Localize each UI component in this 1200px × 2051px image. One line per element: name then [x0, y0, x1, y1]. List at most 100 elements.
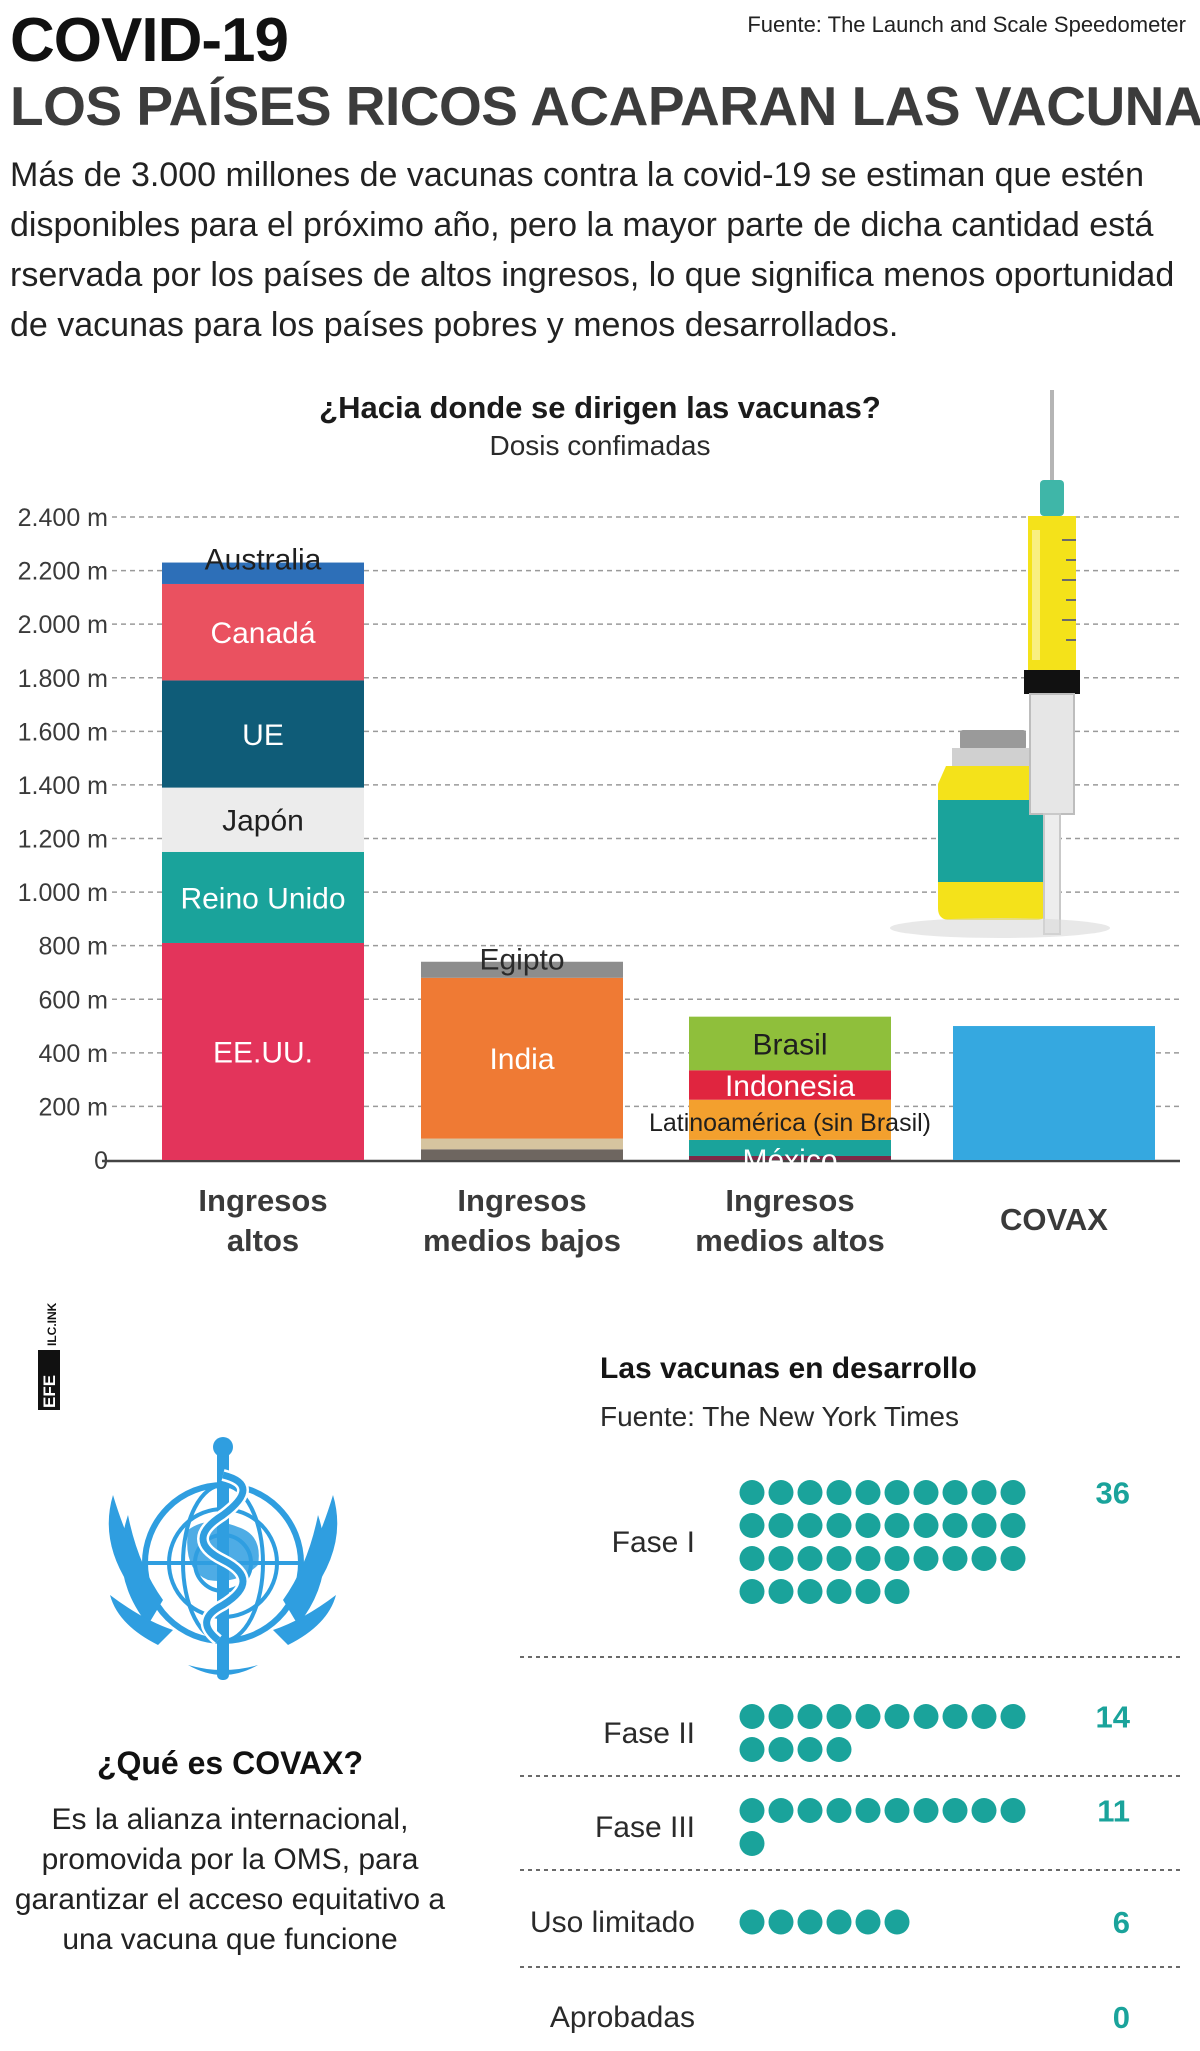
segment-label: India — [489, 1043, 554, 1076]
bar-segment — [162, 942, 364, 1160]
x-tick-label: Ingresos — [198, 1183, 327, 1218]
vaccine-dot — [768, 1798, 794, 1823]
vaccine-dot — [884, 1909, 910, 1935]
segment-label: Indonesia — [725, 1070, 855, 1103]
vaccine-destination-chart: 0 200 m 400 m 600 m 800 m 1.000 m 1.200 m 1.400… — [18, 390, 1180, 1258]
vaccine-dot — [797, 1798, 823, 1823]
vaccine-dot — [855, 1513, 881, 1538]
segment-label: México — [742, 1144, 837, 1177]
chart-subtitle: Dosis confimadas — [490, 430, 711, 461]
vaccine-dot — [768, 1909, 794, 1935]
bar-segment — [689, 1139, 891, 1156]
x-tick-label: medios altos — [695, 1223, 885, 1258]
phase-count: 6 — [1113, 1905, 1130, 1940]
x-tick-label: Ingresos — [457, 1183, 586, 1218]
vaccine-dot — [797, 1546, 823, 1571]
x-tick-label: altos — [227, 1223, 299, 1258]
vaccine-dot — [826, 1704, 852, 1729]
vaccine-dot — [797, 1704, 823, 1729]
covax-description: Es la alianza internacional, promovida p… — [14, 1803, 446, 1956]
vaccine-dot — [971, 1798, 997, 1823]
chart-title: ¿Hacia donde se dirigen las vacunas? — [319, 390, 881, 425]
vaccine-dot — [1000, 1513, 1026, 1538]
covax-title: ¿Qué es COVAX? — [96, 1745, 364, 1781]
phase-label: Aprobadas — [550, 2001, 695, 2034]
vaccine-dot — [913, 1704, 939, 1729]
intro-paragraph: Más de 3.000 millones de vacunas contra … — [10, 156, 1175, 344]
vaccine-dot — [855, 1579, 881, 1604]
vaccine-dot — [739, 1737, 765, 1762]
y-tick-label: 1.800 m — [18, 665, 108, 693]
vaccine-dot — [884, 1704, 910, 1729]
vaccine-dot — [1000, 1704, 1026, 1729]
vaccine-dot — [826, 1513, 852, 1538]
source-note: Fuente: The Launch and Scale Speedometer — [747, 12, 1186, 37]
credit-tag: ILC.INK — [45, 1302, 59, 1346]
vaccine-dot — [855, 1909, 881, 1935]
bar-segment — [953, 1026, 1155, 1160]
vaccine-dot — [826, 1579, 852, 1604]
vaccine-dot — [855, 1704, 881, 1729]
efe-logo-text: EFE — [40, 1375, 59, 1408]
segment-label: Reino Unido — [180, 882, 345, 915]
bar-segment — [162, 562, 364, 584]
vaccine-dot — [942, 1480, 968, 1505]
bar-segment — [689, 1099, 891, 1140]
vaccine-dot — [884, 1513, 910, 1538]
y-tick-label: 2.200 m — [18, 558, 108, 586]
vaccine-dot — [797, 1909, 823, 1935]
vaccines-in-development-chart: Las vacunas en desarrollo Fuente: The Ne… — [520, 1352, 1180, 2035]
vaccine-dot — [739, 1909, 765, 1935]
vaccine-dot — [826, 1546, 852, 1571]
vaccine-dot — [739, 1513, 765, 1538]
segment-label: Brasil — [752, 1028, 827, 1061]
vaccine-dot — [826, 1737, 852, 1762]
vaccine-dot — [826, 1480, 852, 1505]
y-tick-label: 1.400 m — [18, 772, 108, 800]
y-axis: 0 200 m 400 m 600 m 800 m 1.000 m 1.200 m 1.400… — [18, 504, 1180, 1175]
vaccine-dot — [826, 1798, 852, 1823]
y-tick-label: 1.600 m — [18, 718, 108, 746]
y-tick-label: 800 m — [39, 933, 108, 961]
bar-segment — [162, 787, 364, 852]
vaccine-dot — [797, 1737, 823, 1762]
vaccine-dot — [797, 1513, 823, 1538]
phase-count: 14 — [1096, 1700, 1131, 1735]
segment-label: Australia — [205, 544, 322, 577]
segment-label: Latinoamérica (sin Brasil) — [649, 1109, 931, 1137]
vaccine-dot — [942, 1546, 968, 1571]
vaccine-dot — [942, 1798, 968, 1823]
chart-bars: EE.UU. Reino Unido Japón UE Canadá Australia I… — [162, 544, 1155, 1177]
y-tick-label: 1.200 m — [18, 826, 108, 854]
phase-count: 0 — [1113, 2000, 1130, 2035]
development-rows: Fase I 36 Fase II 14 Fase III 11 Uso limitado 6… — [520, 1476, 1180, 2035]
phase-label: Fase I — [612, 1526, 695, 1559]
bar-segment — [421, 977, 623, 1139]
vaccine-dot — [797, 1579, 823, 1604]
syringe-vial-icon — [890, 390, 1110, 938]
y-tick-label: 600 m — [39, 986, 108, 1014]
vaccine-dot — [855, 1480, 881, 1505]
y-tick-label: 2.000 m — [18, 611, 108, 639]
vaccine-dot — [913, 1798, 939, 1823]
vaccine-dot — [884, 1798, 910, 1823]
vaccine-dot — [913, 1480, 939, 1505]
vaccine-dot — [739, 1546, 765, 1571]
bar-segment — [689, 1070, 891, 1100]
vaccine-dot — [739, 1704, 765, 1729]
vaccine-dot — [913, 1513, 939, 1538]
vaccine-dot — [739, 1480, 765, 1505]
vaccine-dot — [1000, 1798, 1026, 1823]
bar-segment — [162, 680, 364, 788]
vaccine-dot — [1000, 1546, 1026, 1571]
vaccine-dot — [913, 1546, 939, 1571]
vaccine-dot — [768, 1513, 794, 1538]
vaccine-dot — [739, 1831, 765, 1856]
vaccine-dot — [768, 1737, 794, 1762]
vaccine-dot — [884, 1546, 910, 1571]
bar-segment — [689, 1016, 891, 1071]
bar-segment — [162, 851, 364, 943]
phase-label: Uso limitado — [530, 1906, 695, 1939]
chart-grid — [112, 516, 1180, 1108]
y-tick-label: 1.000 m — [18, 879, 108, 907]
